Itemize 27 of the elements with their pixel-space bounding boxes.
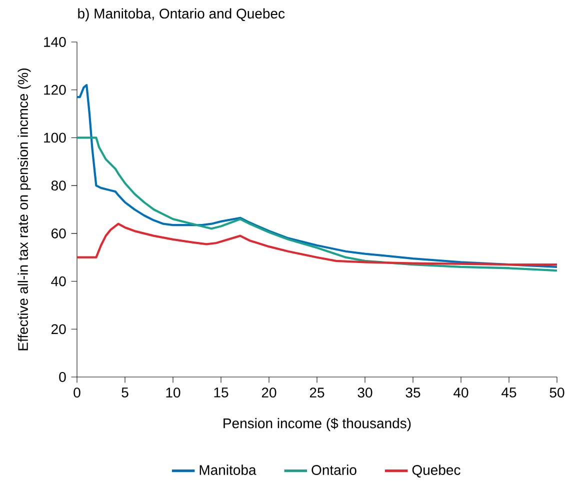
x-tick-label: 10 [166, 388, 180, 398]
legend-label: Quebec [412, 464, 460, 478]
x-tick-label: 35 [406, 388, 420, 398]
x-tick-label: 20 [262, 388, 276, 398]
x-tick-label: 30 [358, 388, 372, 398]
y-tick-label: 140 [44, 37, 66, 47]
x-tick-label: 15 [214, 388, 228, 398]
y-tick-label: 60 [52, 228, 66, 238]
y-tick-label: 40 [51, 276, 66, 286]
x-tick-label: 50 [550, 388, 564, 398]
x-tick-label: 45 [502, 388, 516, 398]
y-tick-label: 80 [51, 180, 66, 191]
x-tick-label: 5 [122, 388, 128, 398]
x-tick-label: 0 [74, 388, 80, 398]
y-tick-label: 100 [44, 132, 66, 143]
line-series [77, 222, 557, 266]
line-series [77, 136, 557, 272]
x-tick-label: 25 [310, 388, 324, 398]
y-tick-label: 0 [59, 372, 66, 382]
chart-title: b) Manitoba, Ontario and Quebec [78, 8, 285, 22]
legend-label: Ontario [312, 464, 356, 475]
x-tick-label: 40 [454, 388, 468, 398]
y-tick-label: 20 [52, 324, 66, 334]
y-tick-label: 120 [44, 84, 66, 95]
x-axis-title: Pension income ($ thousands) [224, 418, 411, 432]
y-axis-title: Effective all-in tax rate on pension incmce (%) [18, 68, 31, 350]
legend-label: Manitoba [200, 464, 256, 475]
